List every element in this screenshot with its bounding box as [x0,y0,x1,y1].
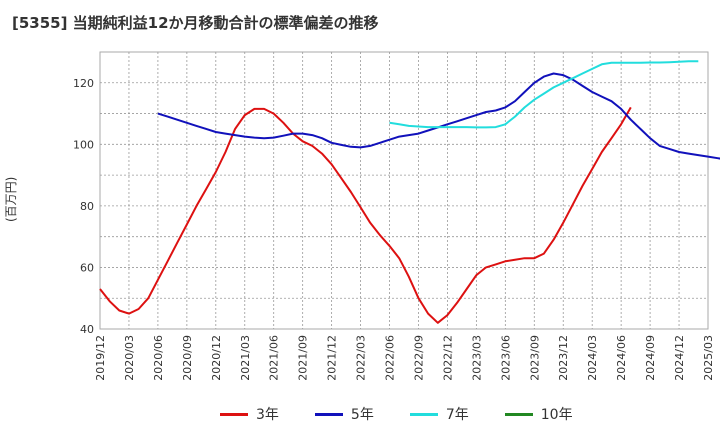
x-tick-label: 2019/12 [94,335,107,381]
legend-label-3y: 3年 [256,407,279,423]
legend-label-10y: 10年 [540,407,573,423]
x-tick-label: 2023/12 [557,335,570,381]
y-tick-label: 80 [80,200,94,213]
legend-swatch-5y [314,412,343,416]
x-tick-label: 2020/03 [123,335,136,381]
x-tick-label: 2023/09 [528,335,541,381]
grid-lines [100,52,708,329]
legend-label-7y: 7年 [445,407,469,423]
legend-item-10y: 10年 [504,404,573,424]
x-tick-label: 2024/09 [644,335,657,381]
legend-item-7y: 7年 [409,404,469,424]
x-tick-label: 2023/06 [499,335,512,381]
x-tick-label: 2022/06 [384,335,397,381]
series-line-5年 [157,72,720,160]
y-tick-label: 100 [73,138,94,151]
legend-swatch-3y [220,412,248,416]
y-tick-label: 60 [80,261,94,274]
x-tick-label: 2021/03 [239,335,252,381]
x-tick-label: 2020/12 [210,335,223,381]
y-tick-label: 120 [73,77,94,90]
chart-title: [5355] 当期純利益12か月移動合計の標準偏差の推移 [12,14,379,32]
x-tick-label: 2022/09 [412,335,425,381]
x-tick-label: 2025/03 [702,335,715,381]
x-tick-label: 2021/12 [326,335,339,381]
x-tick-label: 2022/03 [355,335,368,381]
x-tick-label: 2020/06 [152,335,165,381]
legend-item-3y: 3年 [220,404,279,424]
x-tick-label: 2024/06 [615,335,628,381]
series-line-7年 [389,60,699,129]
x-axis-ticks: 2019/12 2020/03 2020/06 2020/09 2020/12 2021/… [94,335,715,381]
legend-swatch-7y [409,412,438,416]
y-axis-ticks: 40 60 80 100 120 [73,77,94,336]
x-tick-label: 2022/12 [441,335,454,381]
legend: 3年 5年 7年 10年 [220,404,573,424]
x-tick-label: 2021/06 [268,335,281,381]
legend-item-5y: 5年 [314,404,374,424]
legend-label-5y: 5年 [350,407,374,423]
x-tick-label: 2021/09 [297,335,310,381]
y-tick-label: 40 [80,323,94,336]
series-line-3年 [99,106,632,324]
plot-area [99,51,709,330]
series-lines [99,60,720,324]
x-tick-label: 2020/09 [181,335,194,381]
legend-swatch-10y [504,412,533,416]
x-tick-label: 2024/03 [586,335,599,381]
x-tick-label: 2024/12 [673,335,686,381]
x-tick-label: 2023/03 [470,335,483,381]
